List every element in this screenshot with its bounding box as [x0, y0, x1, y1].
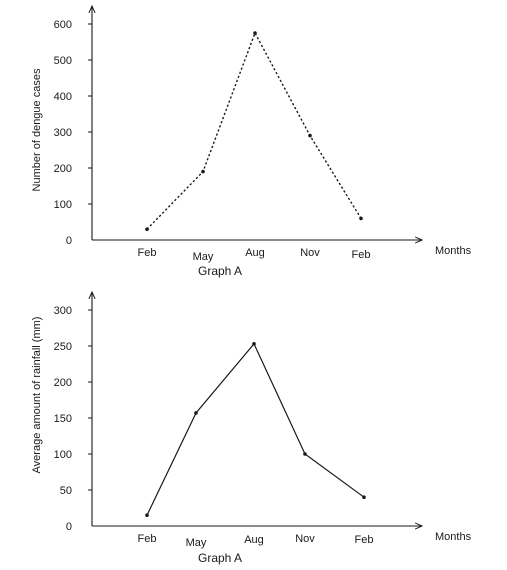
- data-point: [253, 31, 257, 35]
- y-axis-label: Number of dengue cases: [31, 68, 43, 191]
- x-axis-label: Months: [435, 245, 472, 257]
- y-tick-label: 200: [54, 163, 72, 175]
- data-point: [308, 133, 312, 138]
- data-point: [201, 169, 205, 174]
- x-tick-label: Feb: [352, 249, 371, 261]
- y-tick-label: 0: [66, 521, 72, 533]
- y-tick-label: 300: [54, 127, 72, 139]
- x-tick-label: Nov: [295, 533, 315, 545]
- y-tick-label: 100: [54, 449, 72, 461]
- y-tick-label: 400: [54, 91, 72, 103]
- y-tick-label: 0: [66, 235, 72, 247]
- x-tick-label: May: [186, 537, 207, 549]
- y-tick-label: 100: [54, 199, 72, 211]
- y-tick-label: 600: [54, 19, 72, 31]
- x-tick-label: Feb: [138, 533, 157, 545]
- series-line: [146, 31, 362, 230]
- data-point: [359, 216, 363, 221]
- data-point: [252, 342, 256, 346]
- y-tick-label: 200: [54, 377, 72, 389]
- x-tick-label: May: [193, 251, 214, 263]
- graph-caption: Graph A: [198, 551, 242, 565]
- x-tick-label: Feb: [138, 247, 157, 259]
- chart-2: 0 50 100 150 200 250 300 Feb May Aug Nov Feb Average…: [31, 292, 472, 565]
- data-point: [145, 513, 149, 517]
- data-point: [145, 227, 149, 231]
- x-tick-label: Feb: [355, 534, 374, 546]
- x-tick-label: Aug: [245, 247, 265, 259]
- data-point: [362, 495, 366, 500]
- x-tick-label: Nov: [300, 247, 320, 259]
- data-point: [303, 452, 307, 456]
- x-axis-label: Months: [435, 531, 472, 543]
- y-tick-label: 500: [54, 55, 72, 67]
- x-tick-label: Aug: [244, 534, 264, 546]
- y-tick-label: 250: [54, 341, 72, 353]
- graph-caption: Graph A: [198, 264, 242, 278]
- chart-1: 0 100 200 300 400 500 600 Feb May Aug Nov Feb Number…: [31, 6, 472, 278]
- y-axis-label: Average amount of rainfall (mm): [31, 317, 43, 474]
- y-tick-label: 300: [54, 305, 72, 317]
- y-tick-label: 150: [54, 413, 72, 425]
- data-point: [194, 411, 198, 415]
- series-line: [146, 342, 365, 516]
- y-tick-label: 50: [60, 485, 72, 497]
